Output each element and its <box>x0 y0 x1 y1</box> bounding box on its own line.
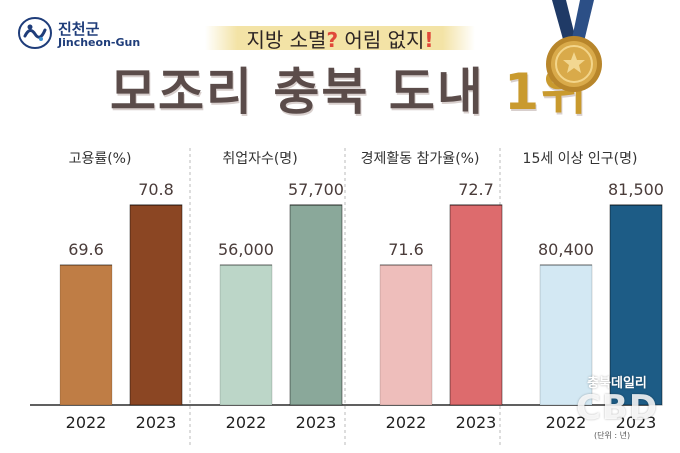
chart-title-2: 취업자수(명) <box>222 151 297 167</box>
value-label-4-2022: 80,400 <box>538 240 594 259</box>
logo-name-korean: 진천군 <box>58 20 100 38</box>
logo-name-english: Jincheon-Gun <box>58 36 141 49</box>
year-label-2-2023: 2023 <box>296 413 337 432</box>
subtitle: 지방 소멸? 어림 없지! <box>205 24 475 53</box>
value-label-1-2023: 70.8 <box>138 180 174 199</box>
chart-title-1: 고용률(%) <box>69 151 132 167</box>
bar-1-2023 <box>129 204 183 406</box>
bar-2-2023 <box>289 204 343 406</box>
jincheon-logo: 진천군 Jincheon-Gun <box>18 14 148 54</box>
chart-title-3: 경제활동 참가율(%) <box>361 151 480 167</box>
year-label-2-2022: 2022 <box>226 413 267 432</box>
chart-title-4: 15세 이상 인구(명) <box>523 151 638 167</box>
subtitle-part2: 어림 없지 <box>344 28 425 52</box>
subtitle-highlight <box>205 26 475 50</box>
year-label-1-2023: 2023 <box>136 413 177 432</box>
exclamation-mark: ! <box>424 28 434 52</box>
value-label-4-2023: 81,500 <box>608 180 664 199</box>
bar-3-2023 <box>449 204 503 406</box>
bar-3-2022 <box>379 264 433 406</box>
gold-medal-icon <box>546 0 602 92</box>
question-mark: ? <box>326 28 339 52</box>
bar-4-2023 <box>609 204 663 406</box>
value-label-3-2022: 71.6 <box>388 240 424 259</box>
subtitle-part1: 지방 소멸 <box>246 28 327 52</box>
headline: 모조리 충북 도내 1위 <box>110 52 587 124</box>
headline-main: 모조리 충북 도내 <box>110 63 485 121</box>
year-label-3-2022: 2022 <box>386 413 427 432</box>
value-label-2-2022: 56,000 <box>218 240 274 259</box>
year-label-3-2023: 2023 <box>456 413 497 432</box>
bar-2-2022 <box>219 264 273 406</box>
year-label-4-2022: 2022 <box>546 413 587 432</box>
jincheon-emblem-icon <box>18 17 52 49</box>
bar-4-2022 <box>539 264 593 406</box>
value-label-1-2022: 69.6 <box>68 240 104 259</box>
year-label-1-2022: 2022 <box>66 413 107 432</box>
year-label-4-2023: 2023 <box>616 413 657 432</box>
value-label-2-2023: 57,700 <box>288 180 344 199</box>
unit-note: (단위 : 년) <box>594 431 631 440</box>
bar-1-2022 <box>59 264 113 406</box>
value-label-3-2023: 72.7 <box>458 180 494 199</box>
